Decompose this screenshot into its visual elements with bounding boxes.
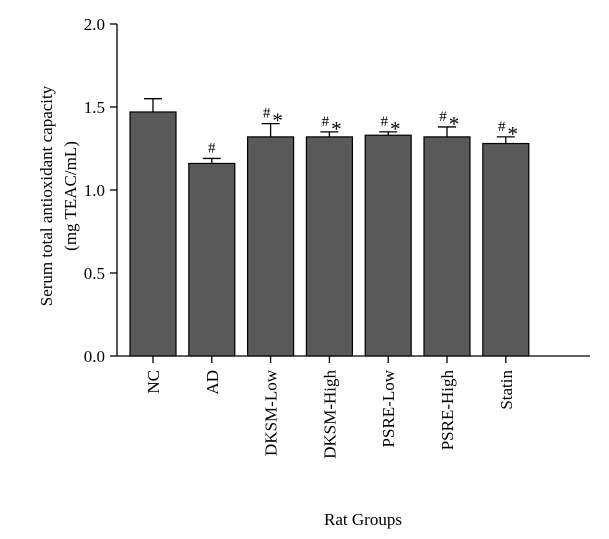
bar-dksm-high [305,136,353,357]
y-tick-label: 2.0 [84,15,105,34]
hash-mark: # [263,106,271,122]
y-axis-title-line-2: (mg TEAC/mL) [61,141,80,251]
x-tick-label: PSRE-Low [379,369,398,447]
hash-mark: # [380,114,388,130]
star-mark: * [508,122,519,146]
significance-marks: ## * # * # * # * # * [208,106,518,157]
y-tick-label: 0.0 [84,347,105,366]
x-tick-label: PSRE-High [438,370,457,451]
bar-ad [188,162,236,357]
bar-nc [129,111,177,357]
bar-statin [482,142,530,357]
bar-dksm-low [247,136,295,357]
y-tick-label: 1.0 [84,181,105,200]
x-axis [117,355,590,363]
x-tick-label: Statin [497,370,516,410]
star-mark: * [449,112,460,136]
star-mark: * [272,109,283,133]
y-tick-label: 0.5 [84,264,105,283]
x-tick-label: AD [203,370,222,395]
x-tick-label: DKSM-Low [262,369,281,456]
hash-mark: # [439,109,447,125]
x-tick-label: DKSM-High [320,370,339,459]
y-tick-label: 1.5 [84,98,105,117]
error-bars [144,98,515,164]
bars [129,111,530,357]
category-labels: NC AD DKSM-Low DKSM-High PSRE-Low PSRE-High St… [144,369,516,459]
hash-mark: # [208,140,216,156]
x-tick-label: NC [144,370,163,394]
star-mark: * [331,117,342,141]
x-axis-title: Rat Groups [324,510,402,529]
star-mark: * [390,117,401,141]
bar-psre-low [364,134,412,357]
bar-psre-high [423,136,471,357]
hash-mark: # [498,119,506,135]
y-axis-title-line-1: Serum total antioxidant capacity [37,85,56,306]
hash-mark: # [322,114,330,130]
y-axis: 0.0 0.5 1.0 1.5 2.0 [84,15,118,366]
